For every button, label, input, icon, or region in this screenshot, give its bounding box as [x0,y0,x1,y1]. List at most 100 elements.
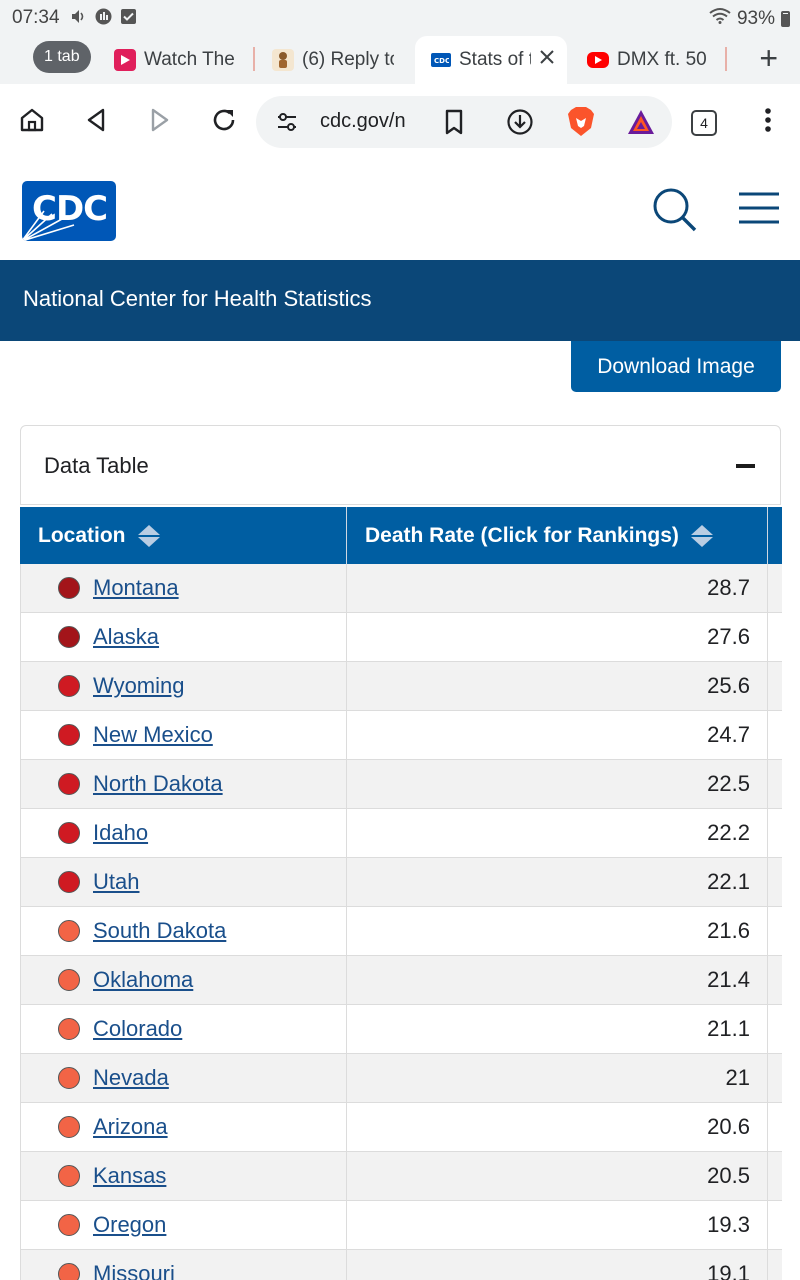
location-link[interactable]: Kansas [93,1163,167,1188]
wifi-icon [709,7,731,30]
death-rate-cell: 21.1 [347,1005,768,1053]
data-table-label: Data Table [44,453,149,478]
site-header: CDC [0,162,800,260]
tab-separator [725,47,727,71]
more-options-icon[interactable] [752,104,784,136]
download-image-button[interactable]: Download Image [571,341,781,392]
death-rate-cell: 19.3 [347,1201,768,1249]
location-link[interactable]: Alaska [93,624,160,649]
cdc-logo[interactable]: CDC [22,181,116,241]
home-icon[interactable] [16,104,48,136]
location-column-header[interactable]: Location [20,507,347,564]
death-rate-cell: 21.6 [347,907,768,955]
tab-count-pill[interactable]: 1 tab [33,41,91,73]
rate-legend-dot [58,675,80,697]
section-title[interactable]: National Center for Health Statistics [23,286,372,311]
death-rate-cell: 28.7 [347,564,768,612]
location-link[interactable]: Oregon [93,1212,167,1237]
brave-lion-icon[interactable] [567,106,595,143]
location-link[interactable]: Colorado [93,1016,183,1041]
status-time: 07:34 [12,7,60,28]
location-cell: Wyoming [21,662,347,710]
browser-toolbar: cdc.gov/n 4 [0,84,800,162]
table-header: Location Death Rate (Click for Rankings) [20,507,782,564]
death-rate-cell: 20.5 [347,1152,768,1200]
location-cell: South Dakota [21,907,347,955]
reddit-icon [272,49,294,71]
tab-watch[interactable]: Watch The [114,36,238,84]
address-bar[interactable]: cdc.gov/n [256,96,672,148]
tab-reply[interactable]: (6) Reply to [272,36,394,84]
table-row: Kansas 20.5 [20,1152,782,1201]
location-link[interactable]: Missouri [93,1261,175,1280]
rate-legend-dot [58,920,80,942]
location-link[interactable]: Idaho [93,820,149,845]
location-cell: Oklahoma [21,956,347,1004]
death-rate-column-header[interactable]: Death Rate (Click for Rankings) [347,507,768,564]
rate-legend-dot [58,1214,80,1236]
collapse-icon[interactable] [736,464,755,468]
location-link[interactable]: Oklahoma [93,967,194,992]
location-link[interactable]: Montana [93,575,179,600]
location-cell: Colorado [21,1005,347,1053]
tab-stats[interactable]: CDC Stats of t [415,36,567,84]
rate-legend-dot [58,577,80,599]
table-row: Nevada 21 [20,1054,782,1103]
rate-legend-dot [58,724,80,746]
location-link[interactable]: North Dakota [93,771,223,796]
table-row: Idaho 22.2 [20,809,782,858]
sort-icon[interactable] [690,524,713,547]
back-icon[interactable] [80,104,112,136]
rate-legend-dot [58,1067,80,1089]
data-table-accordion[interactable]: Data Table [20,425,781,505]
death-rate-cell: 20.6 [347,1103,768,1151]
logo-text: CDC [32,189,108,229]
reload-icon[interactable] [208,104,240,136]
status-bar: 07:34 93% [0,0,800,36]
forward-icon[interactable] [144,104,176,136]
table-row: South Dakota 21.6 [20,907,782,956]
table-row: North Dakota 22.5 [20,760,782,809]
location-link[interactable]: Utah [93,869,140,894]
svg-text:CDC: CDC [434,57,449,65]
location-cell: Arizona [21,1103,347,1151]
brave-rewards-icon[interactable] [626,108,656,141]
death-rate-cell: 24.7 [347,711,768,759]
search-icon[interactable] [652,187,698,238]
hamburger-menu-icon[interactable] [739,192,779,231]
tab-dmx[interactable]: DMX ft. 50 C [587,36,711,84]
location-cell: Alaska [21,613,347,661]
location-cell: Kansas [21,1152,347,1200]
death-rate-header-label: Death Rate (Click for Rankings) [365,523,679,547]
death-rate-cell: 25.6 [347,662,768,710]
location-link[interactable]: Nevada [93,1065,169,1090]
rate-legend-dot [58,1165,80,1187]
location-link[interactable]: South Dakota [93,918,227,943]
table-row: Arizona 20.6 [20,1103,782,1152]
battery-level: 93% [736,7,775,29]
table-body: Montana 28.7 Alaska 27.6 Wyoming 25.6 New Mexi… [20,564,782,1280]
youtube-icon [587,52,609,68]
battery-icon [781,10,790,27]
data-table: Location Death Rate (Click for Rankings)… [20,507,782,1280]
checkbox-notification-icon [120,8,137,25]
rate-legend-dot [58,871,80,893]
tab-label: (6) Reply to [302,49,394,70]
location-link[interactable]: Arizona [93,1114,168,1139]
bookmark-icon[interactable] [444,109,464,140]
download-icon[interactable] [506,108,534,141]
rate-legend-dot [58,626,80,648]
site-settings-icon[interactable] [276,111,298,138]
sort-icon[interactable] [137,524,160,547]
tab-switcher-button[interactable]: 4 [691,110,717,136]
table-row: New Mexico 24.7 [20,711,782,760]
rate-legend-dot [58,822,80,844]
movie-icon [114,49,136,71]
location-link[interactable]: Wyoming [93,673,185,698]
url-text[interactable]: cdc.gov/n [320,110,406,132]
close-tab-icon[interactable] [539,49,555,71]
rate-legend-dot [58,1018,80,1040]
death-rate-cell: 27.6 [347,613,768,661]
location-link[interactable]: New Mexico [93,722,213,747]
new-tab-button[interactable]: + [759,40,778,76]
